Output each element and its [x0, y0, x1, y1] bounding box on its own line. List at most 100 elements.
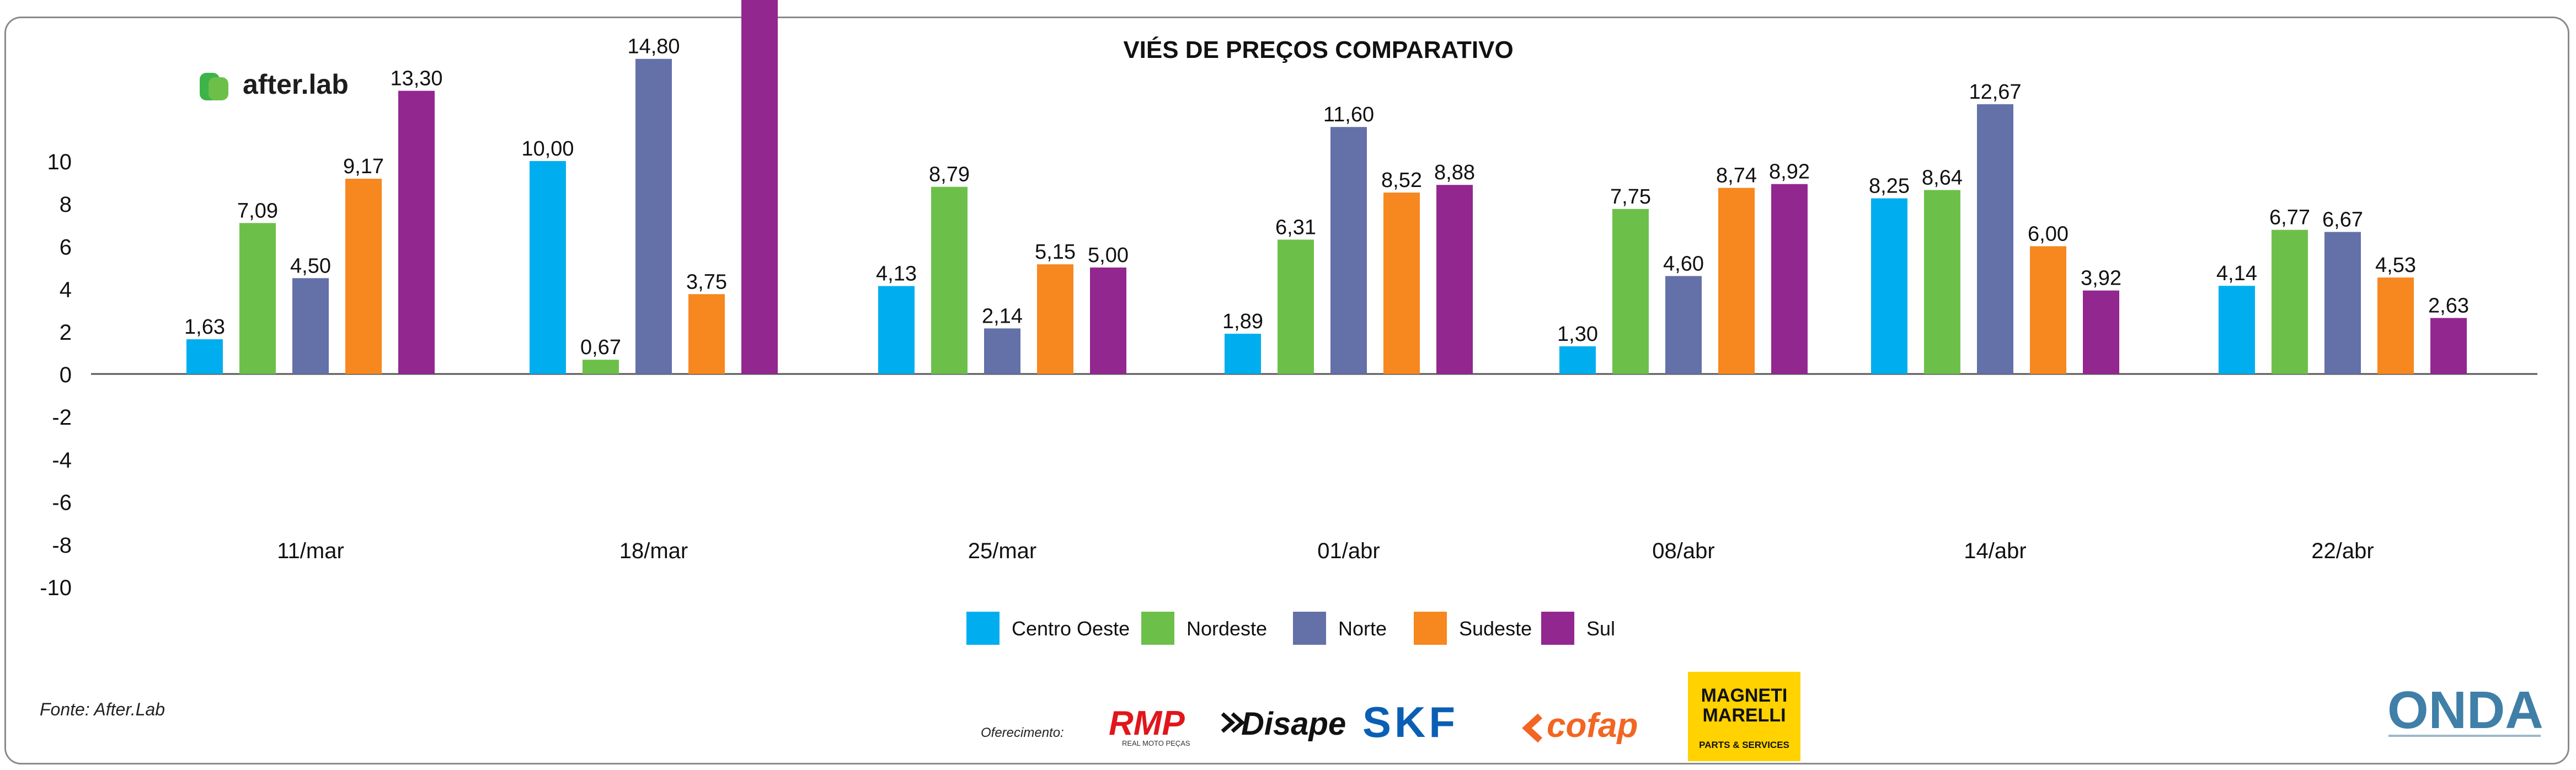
data-label: 8,52	[1381, 169, 1422, 192]
bar-nordeste-01-abr	[1278, 239, 1314, 374]
skf-logo: SKF	[1362, 698, 1458, 746]
afterlab-logo-mark-front	[209, 77, 228, 100]
legend-label: Nordeste	[1187, 617, 1267, 640]
data-label: 5,00	[1088, 244, 1129, 267]
sponsors-label: Oferecimento:	[981, 725, 1064, 740]
y-tick-label: 4	[60, 278, 72, 302]
data-label: 0,67	[580, 336, 621, 359]
afterlab-logo: after.lab	[200, 69, 349, 100]
x-axis-categories: 11/mar 18/mar 25/mar 01/abr 08/abr 14/abr 22/a…	[277, 539, 2374, 563]
data-label: 4,14	[2216, 262, 2257, 285]
legend: Centro Oeste Nordeste Norte Sudeste Sul	[966, 612, 1615, 645]
rmp-logo-text: RMP	[1109, 704, 1185, 742]
cofap-logo-mark	[1522, 713, 1543, 743]
bar-norte-01-abr	[1330, 127, 1367, 375]
data-label: 3,75	[686, 270, 727, 293]
onda-logo-text: ONDA	[2387, 681, 2543, 740]
data-label: 9,17	[343, 155, 384, 178]
x-tick-label: 01/abr	[1317, 539, 1380, 563]
data-label: 13,30	[390, 67, 442, 90]
onda-logo-underline	[2388, 735, 2541, 737]
bar-centro-oeste-18-mar	[530, 161, 566, 374]
y-tick-label: 6	[60, 235, 72, 259]
y-tick-label: 2	[60, 320, 72, 345]
bar-sudeste-25-mar	[1037, 264, 1073, 374]
legend-swatch	[1293, 612, 1326, 645]
x-tick-label: 14/abr	[1964, 539, 2026, 563]
data-label: 6,67	[2322, 208, 2363, 232]
y-tick-label: 0	[60, 363, 72, 387]
x-tick-label: 25/mar	[968, 539, 1037, 563]
data-label: 1,30	[1557, 323, 1598, 346]
bar-sul-18-mar	[741, 0, 778, 374]
legend-label: Sudeste	[1459, 617, 1532, 640]
bar-norte-25-mar	[984, 328, 1020, 374]
data-label: 8,88	[1434, 161, 1475, 184]
bar-sudeste-22-abr	[2377, 277, 2414, 374]
bar-sul-01-abr	[1436, 185, 1473, 374]
data-label: 8,79	[929, 163, 970, 186]
afterlab-logo-text: after.lab	[243, 69, 349, 100]
bar-norte-11-mar	[292, 278, 329, 374]
legend-label: Sul	[1586, 617, 1615, 640]
chart-title: VIÉS DE PREÇOS COMPARATIVO	[1123, 36, 1513, 63]
bar-centro-oeste-08-abr	[1559, 346, 1596, 374]
bar-nordeste-11-mar	[239, 223, 276, 374]
bar-sul-14-abr	[2083, 290, 2119, 374]
y-tick-label: 8	[60, 192, 72, 217]
y-tick-label: -6	[52, 491, 72, 515]
bars-layer	[186, 0, 2467, 375]
bar-sudeste-11-mar	[345, 179, 382, 374]
bar-sul-22-abr	[2430, 318, 2467, 374]
data-label: 6,00	[2028, 222, 2069, 245]
source-note: Fonte: After.Lab	[40, 699, 165, 719]
magneti-logo-line1: MAGNETI	[1701, 685, 1788, 706]
data-label: 8,64	[1922, 166, 1963, 189]
data-label: 10,00	[521, 137, 574, 161]
data-label: 2,63	[2428, 294, 2469, 317]
y-tick-label: -4	[52, 448, 72, 472]
bar-centro-oeste-14-abr	[1871, 198, 1907, 374]
bar-nordeste-14-abr	[1924, 190, 1960, 374]
y-tick-label: -8	[52, 533, 72, 558]
legend-swatch	[1141, 612, 1174, 645]
cofap-logo-text: cofap	[1547, 707, 1638, 745]
bar-nordeste-08-abr	[1612, 208, 1649, 374]
data-label: 7,75	[1610, 185, 1651, 208]
data-label: 14,80	[627, 35, 680, 58]
rmp-logo: RMP REAL MOTO PEÇAS	[1109, 704, 1190, 747]
skf-logo-text: SKF	[1362, 698, 1458, 746]
bar-norte-22-abr	[2324, 232, 2361, 374]
bar-sudeste-18-mar	[688, 294, 725, 374]
bar-sul-11-mar	[398, 90, 435, 374]
y-tick-label: -2	[52, 405, 72, 430]
rmp-logo-subtext: REAL MOTO PEÇAS	[1122, 739, 1190, 747]
legend-label: Norte	[1338, 617, 1387, 640]
x-tick-label: 22/abr	[2311, 539, 2374, 563]
x-tick-label: 18/mar	[619, 539, 688, 563]
magneti-logo-subtext: PARTS & SERVICES	[1699, 740, 1789, 750]
data-label: 11,60	[1323, 103, 1374, 126]
data-label: 8,92	[1769, 161, 1810, 184]
data-label: 5,15	[1035, 240, 1076, 264]
data-label: 1,89	[1222, 310, 1263, 333]
data-labels-layer: 1,63 7,09 4,50 9,17 13,30 10,00 0,67 14,80 3,75 2…	[184, 35, 2469, 359]
bar-sudeste-01-abr	[1383, 192, 1420, 374]
bar-sul-08-abr	[1771, 184, 1808, 374]
data-label: 6,77	[2269, 206, 2310, 229]
data-label: 4,13	[876, 263, 917, 286]
onda-logo: ONDA	[2387, 681, 2543, 740]
data-label: 4,53	[2375, 254, 2416, 277]
data-label: 7,09	[237, 199, 278, 222]
x-tick-label: 11/mar	[277, 539, 344, 563]
legend-swatch	[966, 612, 1000, 645]
y-axis: 10 8 6 4 2 0 -2 -4 -6 -8 -10	[40, 150, 72, 600]
magneti-marelli-badge	[1688, 672, 1800, 761]
bar-sul-25-mar	[1090, 268, 1126, 374]
disape-logo-chevrons	[1221, 712, 1246, 733]
bar-centro-oeste-01-abr	[1225, 334, 1261, 374]
data-label: 8,25	[1869, 175, 1910, 198]
magneti-logo-line2: MARELLI	[1702, 705, 1786, 726]
data-label: 6,31	[1275, 216, 1316, 239]
